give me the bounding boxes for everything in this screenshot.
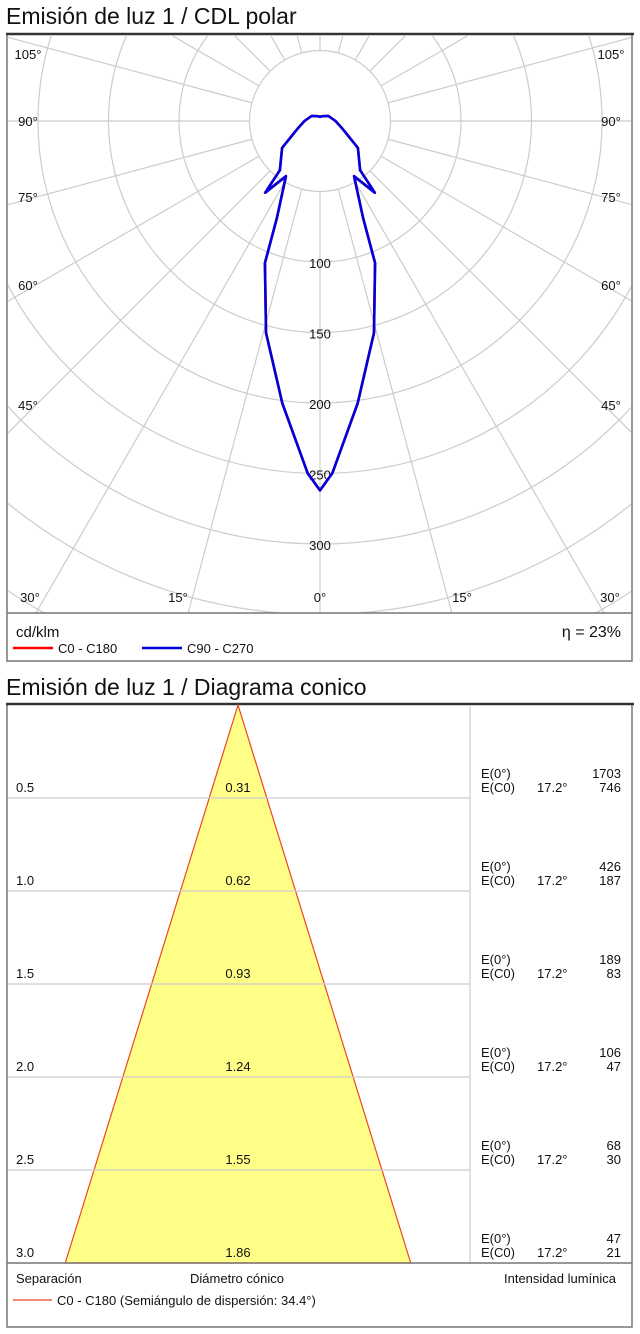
distance-label: 3.0 <box>16 1245 34 1260</box>
unit-label: cd/klm <box>16 624 59 641</box>
angle-label-right: 75° <box>601 190 621 205</box>
radial-tick-label: 200 <box>309 397 331 412</box>
grid-spoke <box>387 37 631 104</box>
polar-title: Emisión de luz 1 / CDL polar <box>6 3 297 29</box>
ec0-value: 187 <box>599 873 621 888</box>
e0-value: 106 <box>599 1045 621 1060</box>
diameter-label: 0.31 <box>225 780 250 795</box>
angle-label-left: 60° <box>18 278 38 293</box>
grid-spoke <box>380 155 631 302</box>
radial-tick-label: 100 <box>309 256 331 271</box>
diameter-label: 1.86 <box>225 1245 250 1260</box>
legend-label-c90: C90 - C270 <box>187 641 253 656</box>
radial-tick-label: 150 <box>309 327 331 342</box>
distance-label: 0.5 <box>16 780 34 795</box>
e0-label: E(0°) <box>481 1231 511 1246</box>
e0-label: E(0°) <box>481 766 511 781</box>
e0-label: E(0°) <box>481 859 511 874</box>
diameter-label: 0.93 <box>225 966 250 981</box>
grid-spoke <box>8 155 260 302</box>
polar-chart: 100 150 200 250 300 105° 105° 90° 90° 75° 75° 60° 60… <box>6 32 634 662</box>
intensity-header: Intensidad lumínica <box>504 1271 617 1286</box>
grid-spoke <box>8 170 271 434</box>
angle-label-bottom: 30° <box>600 590 620 605</box>
ec0-value: 30 <box>607 1152 621 1167</box>
ec0-angle: 17.2° <box>537 1059 568 1074</box>
distance-label: 1.5 <box>16 966 34 981</box>
ec0-angle: 17.2° <box>537 1245 568 1260</box>
polar-grid: 100 150 200 250 300 <box>8 35 631 613</box>
cone-title: Emisión de luz 1 / Diagrama conico <box>6 674 367 700</box>
angle-label-bottom: 15° <box>168 590 188 605</box>
radial-tick-label: 300 <box>309 538 331 553</box>
e0-value: 426 <box>599 859 621 874</box>
e0-value: 68 <box>607 1138 621 1153</box>
e0-value: 189 <box>599 952 621 967</box>
grid-spoke <box>337 188 453 613</box>
diameter-label: 1.55 <box>225 1152 250 1167</box>
ec0-value: 746 <box>599 780 621 795</box>
cone-chart: 0.5 0.31 E(0°) 1703 E(C0) 17.2° 746 1.0 0.62 E(0°… <box>6 702 634 1328</box>
grid-spoke <box>354 181 605 613</box>
grid-spoke <box>35 181 286 613</box>
legend-label-c0: C0 - C180 <box>58 641 117 656</box>
grid-spoke <box>8 36 253 104</box>
ec0-label: E(C0) <box>481 780 515 795</box>
radial-tick-label: 250 <box>309 468 331 483</box>
e0-label: E(0°) <box>481 1138 511 1153</box>
grid-spoke <box>187 188 303 613</box>
e0-label: E(0°) <box>481 952 511 967</box>
grid-spoke <box>369 170 631 433</box>
grid-spoke <box>8 138 253 206</box>
angle-label-left: 45° <box>18 398 38 413</box>
ec0-label: E(C0) <box>481 1152 515 1167</box>
angle-label-right: 45° <box>601 398 621 413</box>
ec0-angle: 17.2° <box>537 780 568 795</box>
angle-label-right: 90° <box>601 114 621 129</box>
ec0-value: 47 <box>607 1059 621 1074</box>
e0-label: E(0°) <box>481 1045 511 1060</box>
e0-value: 47 <box>607 1231 621 1246</box>
ec0-label: E(C0) <box>481 1059 515 1074</box>
angle-label-bottom: 15° <box>452 590 472 605</box>
diameter-label: 0.62 <box>225 873 250 888</box>
angle-label-right: 60° <box>601 278 621 293</box>
ec0-label: E(C0) <box>481 873 515 888</box>
ec0-angle: 17.2° <box>537 873 568 888</box>
ec0-label: E(C0) <box>481 966 515 981</box>
grid-spoke <box>387 138 631 205</box>
distance-label: 2.0 <box>16 1059 34 1074</box>
ec0-angle: 17.2° <box>537 966 568 981</box>
angle-label-right: 105° <box>598 47 625 62</box>
ec0-angle: 17.2° <box>537 1152 568 1167</box>
angle-label-bottom: 0° <box>314 590 326 605</box>
diameter-header: Diámetro cónico <box>190 1271 284 1286</box>
diameter-label: 1.24 <box>225 1059 250 1074</box>
separation-header: Separación <box>16 1271 82 1286</box>
efficiency-label: η = 23% <box>562 624 621 641</box>
e0-value: 1703 <box>592 766 621 781</box>
ec0-value: 83 <box>607 966 621 981</box>
legend-label: C0 - C180 (Semiángulo de dispersión: 34.… <box>57 1293 316 1308</box>
distance-label: 2.5 <box>16 1152 34 1167</box>
ec0-value: 21 <box>607 1245 621 1260</box>
ec0-label: E(C0) <box>481 1245 515 1260</box>
angle-label-left: 90° <box>18 114 38 129</box>
angle-label-left: 75° <box>18 190 38 205</box>
distance-label: 1.0 <box>16 873 34 888</box>
angle-label-left: 105° <box>15 47 42 62</box>
angle-label-bottom: 30° <box>20 590 40 605</box>
series-curve-c90-c270 <box>263 114 377 492</box>
